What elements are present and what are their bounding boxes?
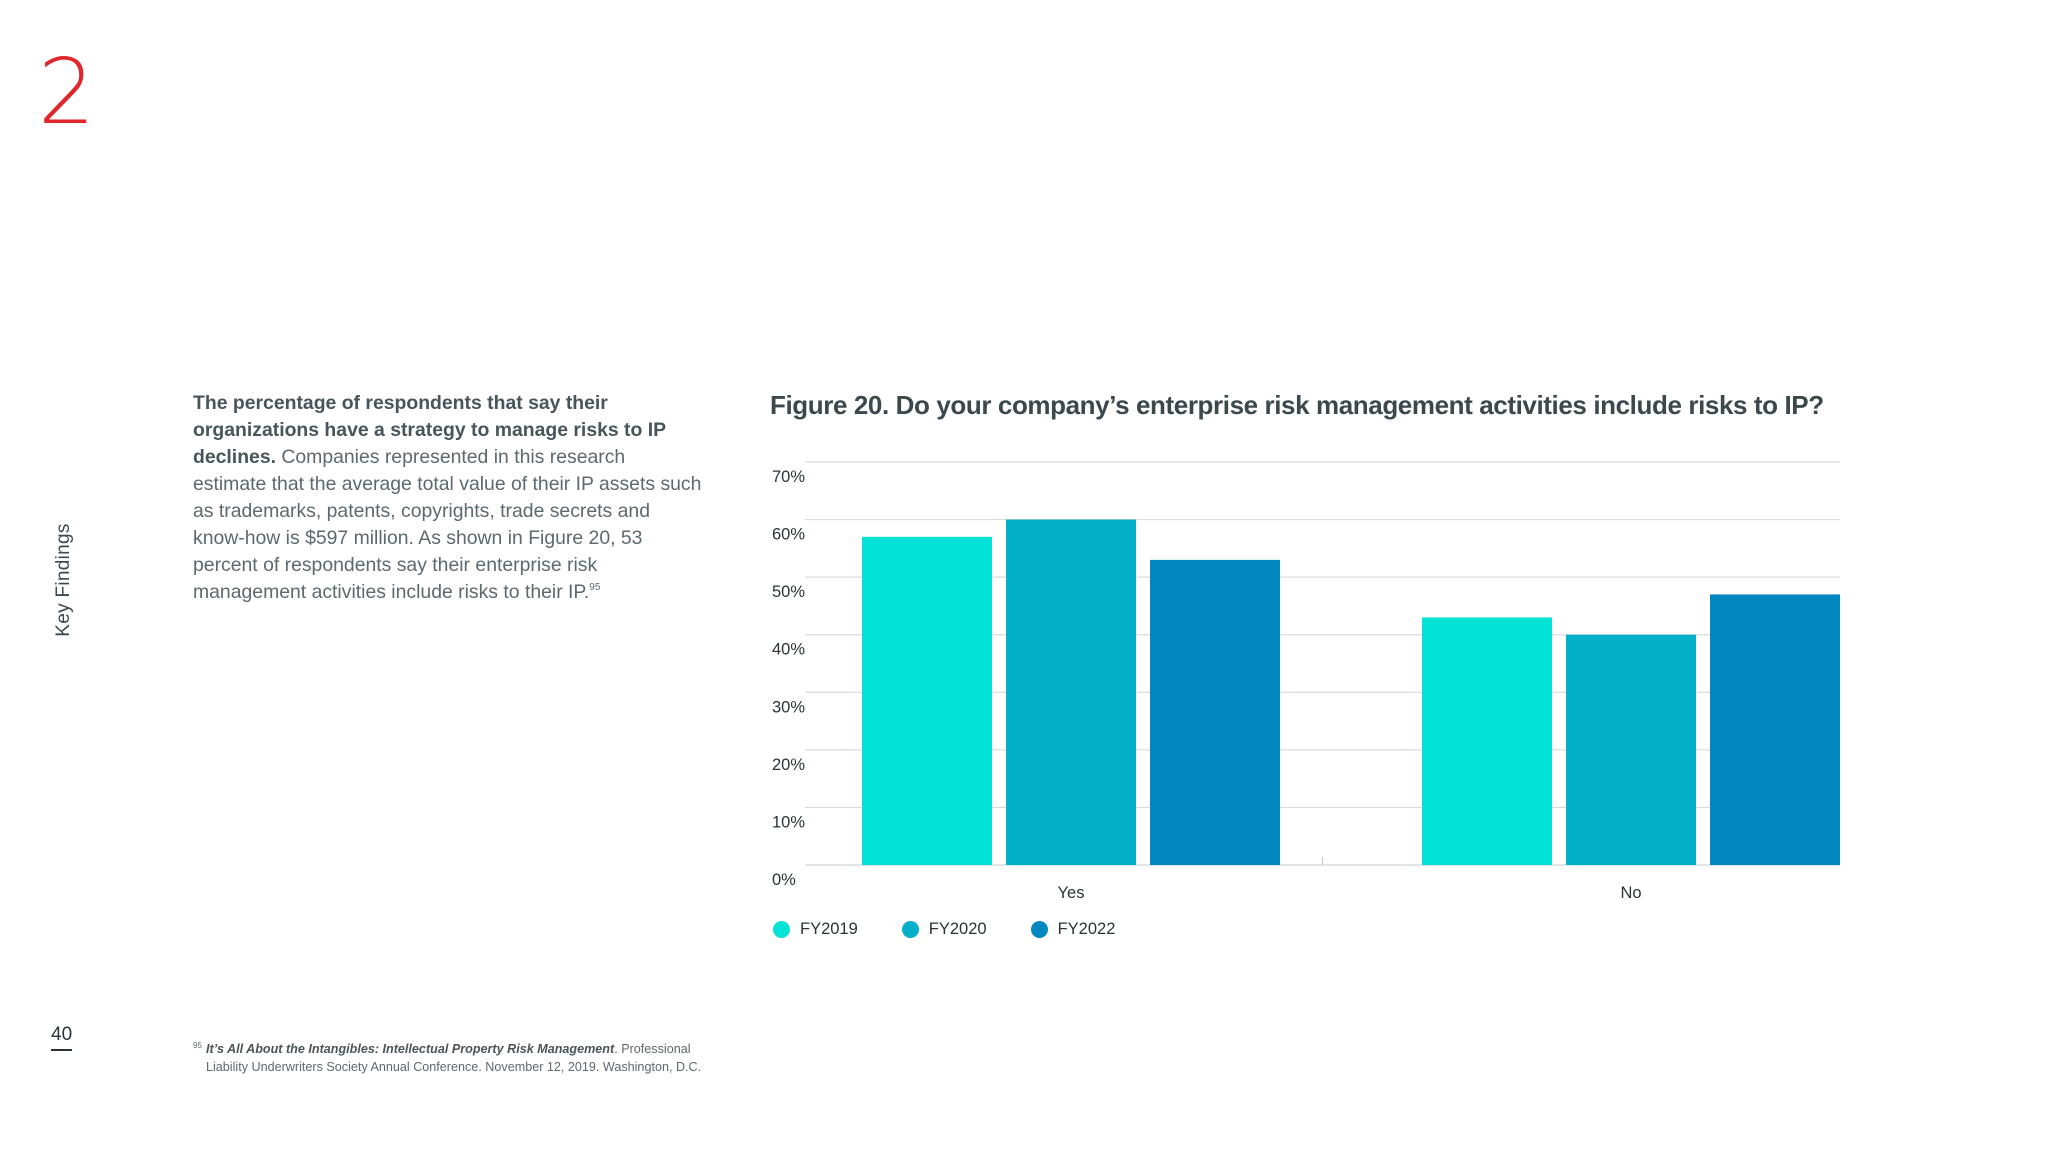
y-tick-label: 10% — [772, 813, 805, 831]
bar-fy2020-no — [1566, 634, 1696, 865]
lead-sentence: The percentage of respondents that say t… — [193, 392, 666, 468]
section-label: Key Findings — [53, 523, 74, 637]
bar-fy2019-yes — [862, 536, 992, 865]
x-tick-label: No — [1620, 884, 1641, 902]
x-tick-label: Yes — [1058, 884, 1085, 902]
chart-legend: FY2019 FY2020 FY2022 — [773, 920, 1115, 939]
legend-swatch-fy2019 — [773, 921, 790, 938]
legend-item-fy2019: FY2019 — [773, 920, 858, 939]
legend-item-fy2020: FY2020 — [901, 920, 987, 939]
legend-swatch-fy2022 — [1030, 921, 1048, 938]
bar-fy2022-no — [1710, 594, 1840, 865]
legend-swatch-fy2020 — [901, 921, 919, 938]
y-tick-label: 70% — [772, 468, 805, 486]
body-text: Companies represented in this research e… — [193, 446, 702, 603]
footnote-ref: 95 — [589, 582, 601, 593]
bar-fy2019-no — [1422, 617, 1552, 865]
y-tick-label: 60% — [772, 526, 805, 544]
bar-fy2022-yes — [1150, 559, 1280, 865]
y-tick-label: 20% — [772, 756, 805, 774]
legend-item-fy2022: FY2022 — [1030, 920, 1116, 939]
page-number: 40 — [51, 1024, 73, 1051]
bar-chart: 0% 10% 20% 30% 40% 50% 60% 70% Yes No — [772, 461, 1840, 902]
chapter-number: 2 — [38, 40, 96, 145]
body-paragraph: The percentage of respondents that say t… — [193, 390, 703, 606]
footnote: 95 It’s All About the Intangibles: Intell… — [193, 1040, 733, 1076]
footnote-number: 95 — [193, 1041, 202, 1050]
y-tick-label: 40% — [772, 641, 805, 659]
chart-title: Figure 20. Do your company’s enterprise … — [770, 390, 1824, 420]
bar-fy2020-yes — [1006, 519, 1136, 865]
legend-label-fy2022: FY2022 — [1057, 920, 1116, 938]
legend-label-fy2019: FY2019 — [800, 920, 858, 938]
legend-label-fy2020: FY2020 — [928, 920, 987, 938]
footnote-text: . Professional Liability Underwriters So… — [206, 1042, 702, 1074]
footnote-title: It’s All About the Intangibles: Intellec… — [206, 1042, 615, 1056]
y-tick-label: 50% — [772, 583, 805, 601]
y-tick-label: 30% — [772, 698, 805, 716]
y-tick-label: 0% — [772, 871, 796, 889]
